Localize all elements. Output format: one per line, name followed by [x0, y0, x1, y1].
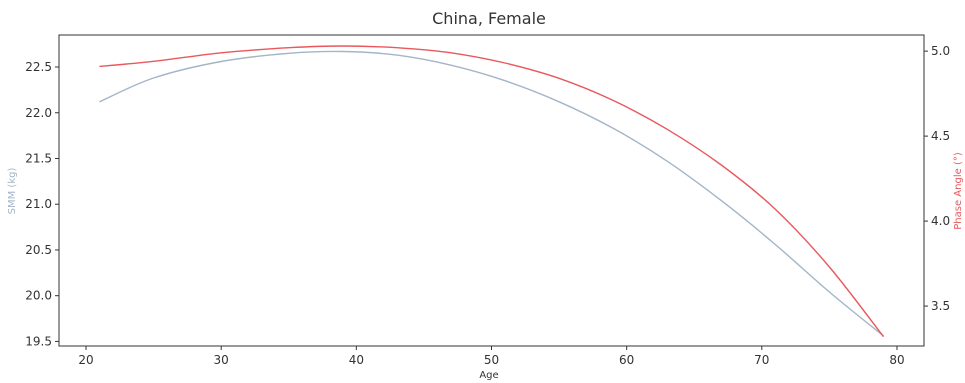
x-tick-label: 70	[754, 353, 769, 367]
phase-angle-series-line	[99, 45, 885, 338]
left-y-tick-label: 22.0	[25, 106, 52, 120]
right-y-tick-label: 3.5	[931, 299, 950, 313]
x-axis-ticks: 20 30 40 50 60 70 80	[78, 346, 905, 367]
x-tick-label: 50	[484, 353, 499, 367]
x-tick-label: 40	[349, 353, 364, 367]
x-tick-label: 80	[889, 353, 904, 367]
right-y-axis-title: Phase Angle (°)	[953, 152, 964, 230]
x-axis-title: Age	[479, 370, 498, 381]
x-tick-label: 20	[78, 353, 93, 367]
series-lines	[99, 45, 885, 338]
left-y-tick-label: 21.5	[25, 151, 52, 165]
smm-series-line	[99, 50, 884, 337]
right-y-tick-label: 4.0	[931, 214, 950, 228]
x-tick-label: 30	[214, 353, 229, 367]
left-y-tick-label: 20.0	[25, 289, 52, 303]
left-y-axis-ticks: 19.5 20.0 20.5 21.0 21.5 22.0 22.5	[25, 60, 59, 348]
right-y-axis-ticks: 3.5 4.0 4.5 5.0	[924, 44, 950, 313]
x-tick-label: 60	[619, 353, 634, 367]
right-y-tick-label: 4.5	[931, 129, 950, 143]
left-y-tick-label: 19.5	[25, 334, 52, 348]
plot-frame	[58, 34, 925, 347]
left-y-tick-label: 20.5	[25, 243, 52, 257]
left-y-axis-title: SMM (kg)	[7, 168, 18, 215]
left-y-tick-label: 21.0	[25, 197, 52, 211]
left-y-tick-label: 22.5	[25, 60, 52, 74]
chart-title: China, Female	[432, 9, 546, 28]
right-y-tick-label: 5.0	[931, 44, 950, 58]
